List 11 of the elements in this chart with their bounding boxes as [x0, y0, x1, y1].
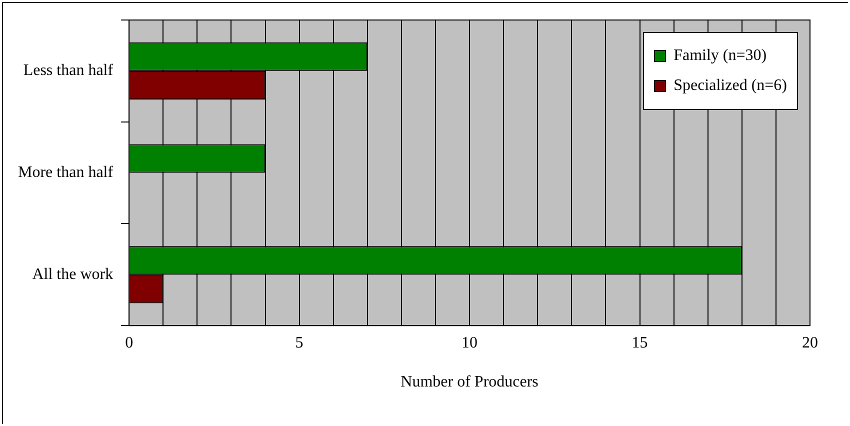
- legend-label: Family (n=30): [674, 46, 767, 66]
- x-axis-title: Number of Producers: [400, 374, 538, 391]
- y-tick-label: More than half: [18, 164, 114, 182]
- legend-label: Specialized (n=6): [674, 76, 787, 96]
- x-tick-label: 5: [295, 334, 304, 352]
- x-tick-label: 20: [802, 334, 818, 352]
- x-tick-label: 10: [462, 334, 478, 352]
- x-tick-label: 15: [632, 334, 648, 352]
- x-tick-label: 0: [125, 334, 134, 352]
- y-tick-label: Less than half: [23, 62, 114, 80]
- y-tick-label: All the work: [32, 266, 114, 283]
